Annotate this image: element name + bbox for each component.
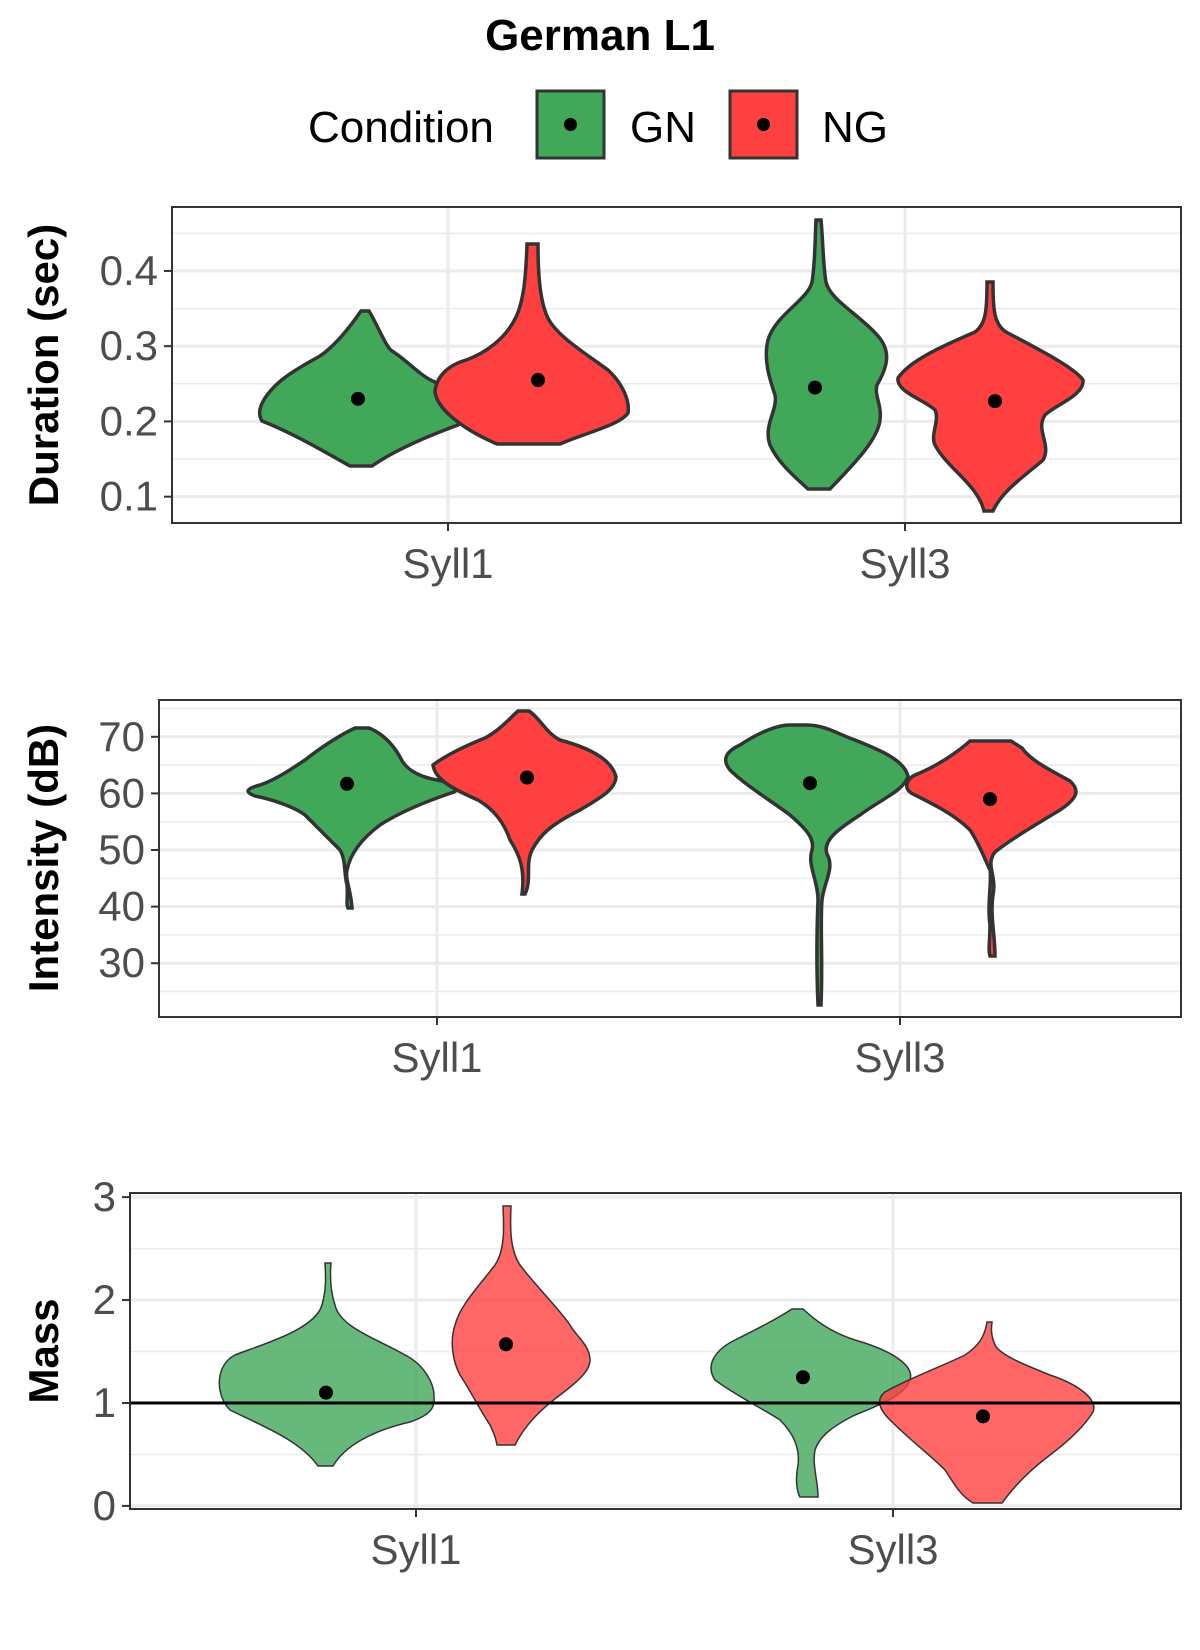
duration-y-tick-label: 0.2	[100, 397, 158, 444]
intensity-axes: 30 40 50 60 70 Syll1 Syll3	[98, 713, 945, 1081]
legend-key-gn-point	[564, 118, 577, 131]
mass-y-tick-label: 0	[93, 1482, 116, 1529]
mean-point-mass-syll3-ng	[976, 1409, 990, 1424]
violin-intensity-syll1-ng	[431, 709, 618, 896]
mean-point-intensity-syll1-ng	[520, 770, 534, 785]
mean-point-duration-syll1-ng	[531, 373, 545, 388]
duration-y-tick-label: 0.1	[100, 473, 158, 520]
mass-means	[130, 1337, 1181, 1424]
legend-key-gn	[535, 89, 606, 160]
duration-x-tick-label: Syll3	[859, 540, 950, 587]
intensity-panel-border	[158, 699, 1182, 1018]
mean-point-duration-syll3-ng	[988, 394, 1002, 409]
intensity-y-tick-label: 30	[98, 939, 145, 986]
violin-mass-syll1-gn	[218, 1262, 435, 1467]
violin-duration-syll1-ng	[433, 242, 631, 446]
legend: Condition GN NG	[308, 89, 888, 160]
violin-mass-syll1-ng	[451, 1205, 591, 1446]
mean-point-mass-syll1-ng	[499, 1337, 513, 1352]
intensity-violins	[246, 709, 1078, 1007]
panel-duration: 0.1 0.2 0.3 0.4 Syll1 Syll3 Duration (sec)	[20, 206, 1182, 587]
y-axis-title-duration: Duration (sec)	[20, 224, 67, 506]
mass-y-tick-label: 2	[93, 1276, 116, 1323]
mass-x-tick-label: Syll1	[370, 1526, 461, 1573]
mass-y-tick-label: 1	[93, 1379, 116, 1426]
intensity-y-tick-label: 70	[98, 713, 145, 760]
intensity-x-tick-label: Syll3	[854, 1034, 945, 1081]
legend-label-gn: GN	[630, 103, 696, 152]
violin-intensity-syll1-gn	[246, 726, 459, 910]
mean-point-intensity-syll1-gn	[340, 776, 354, 791]
legend-title: Condition	[308, 103, 494, 152]
intensity-y-tick-label: 40	[98, 883, 145, 930]
violin-intensity-syll3-ng	[905, 739, 1078, 958]
mass-panel-border	[129, 1192, 1182, 1510]
duration-means	[351, 373, 1002, 409]
chart-title: German L1	[485, 11, 715, 60]
duration-x-tick-label: Syll1	[402, 540, 493, 587]
violin-intensity-syll3-gn	[723, 723, 910, 1007]
mass-x-tick-label: Syll3	[847, 1526, 938, 1573]
duration-violins	[257, 218, 1085, 513]
duration-panel-border	[171, 206, 1182, 524]
panel-intensity: 30 40 50 60 70 Syll1 Syll3 Intensity (dB)	[20, 699, 1182, 1081]
mean-point-duration-syll1-gn	[351, 391, 365, 406]
mass-y-tick-label: 3	[93, 1173, 116, 1220]
mean-point-duration-syll3-gn	[808, 380, 822, 395]
panel-mass: 0 1 2 3 Syll1 Syll3 Mass	[20, 1173, 1182, 1573]
y-axis-title-mass: Mass	[20, 1298, 67, 1403]
duration-axes: 0.1 0.2 0.3 0.4 Syll1 Syll3	[100, 247, 951, 587]
mean-point-intensity-syll3-gn	[803, 776, 817, 791]
intensity-y-tick-label: 60	[98, 769, 145, 816]
mean-point-mass-syll3-gn	[796, 1370, 810, 1385]
legend-key-ng-point	[757, 118, 770, 131]
mass-axes: 0 1 2 3 Syll1 Syll3	[93, 1173, 939, 1573]
intensity-grid	[159, 700, 1181, 1017]
duration-y-tick-label: 0.3	[100, 322, 158, 369]
mean-point-intensity-syll3-ng	[983, 792, 997, 807]
violin-duration-syll1-gn	[257, 309, 465, 468]
mean-point-mass-syll1-gn	[319, 1385, 333, 1400]
intensity-y-tick-label: 50	[98, 826, 145, 873]
intensity-means	[340, 770, 997, 807]
mass-violins	[218, 1205, 1095, 1504]
duration-y-tick-label: 0.4	[100, 247, 158, 294]
legend-label-ng: NG	[822, 103, 888, 152]
y-axis-title-intensity: Intensity (dB)	[20, 724, 67, 992]
intensity-x-tick-label: Syll1	[391, 1034, 482, 1081]
violin-duration-syll3-gn	[764, 218, 889, 491]
